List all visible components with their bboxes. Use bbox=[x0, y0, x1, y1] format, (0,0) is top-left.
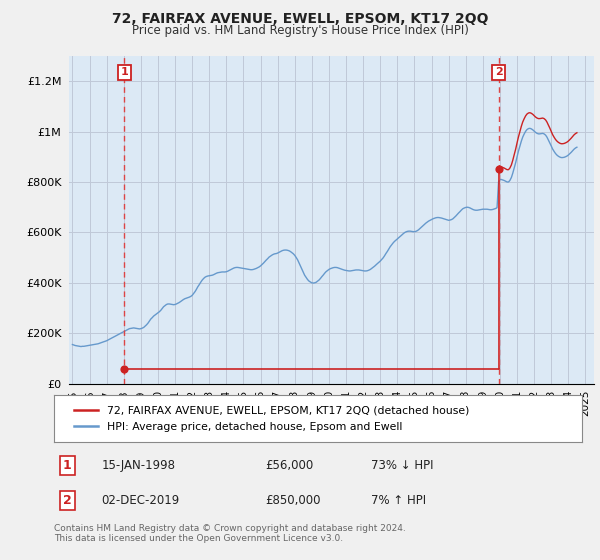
Text: 7% ↑ HPI: 7% ↑ HPI bbox=[371, 494, 426, 507]
Text: 02-DEC-2019: 02-DEC-2019 bbox=[101, 494, 180, 507]
Text: 1: 1 bbox=[63, 459, 71, 472]
Text: 2: 2 bbox=[495, 67, 502, 77]
Text: 2: 2 bbox=[63, 494, 71, 507]
Text: 73% ↓ HPI: 73% ↓ HPI bbox=[371, 459, 433, 472]
Text: £850,000: £850,000 bbox=[265, 494, 321, 507]
Point bbox=[119, 365, 129, 374]
Text: £56,000: £56,000 bbox=[265, 459, 313, 472]
Text: Price paid vs. HM Land Registry's House Price Index (HPI): Price paid vs. HM Land Registry's House … bbox=[131, 24, 469, 36]
Text: Contains HM Land Registry data © Crown copyright and database right 2024.
This d: Contains HM Land Registry data © Crown c… bbox=[54, 524, 406, 543]
Text: 72, FAIRFAX AVENUE, EWELL, EPSOM, KT17 2QQ: 72, FAIRFAX AVENUE, EWELL, EPSOM, KT17 2… bbox=[112, 12, 488, 26]
Legend: 72, FAIRFAX AVENUE, EWELL, EPSOM, KT17 2QQ (detached house), HPI: Average price,: 72, FAIRFAX AVENUE, EWELL, EPSOM, KT17 2… bbox=[70, 401, 473, 436]
Text: 1: 1 bbox=[121, 67, 128, 77]
Point bbox=[494, 165, 503, 174]
Text: 15-JAN-1998: 15-JAN-1998 bbox=[101, 459, 176, 472]
